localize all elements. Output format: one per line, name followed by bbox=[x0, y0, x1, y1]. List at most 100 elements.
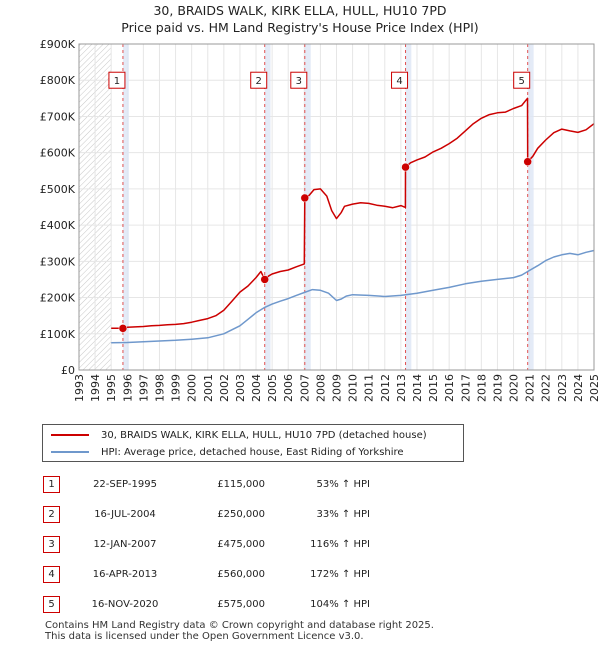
x-tick-label: 2009 bbox=[331, 374, 344, 402]
sale-point bbox=[523, 157, 532, 166]
sale-row-3: 3 12-JAN-2007 £475,000 116% ↑ HPI bbox=[0, 536, 600, 556]
sale-price: £575,000 bbox=[217, 599, 265, 610]
x-tick-label: 1994 bbox=[89, 374, 102, 402]
sale-row-4: 4 16-APR-2013 £560,000 172% ↑ HPI bbox=[0, 566, 600, 586]
y-tick-label: £600K bbox=[40, 147, 76, 160]
legend-item-property: 30, BRAIDS WALK, KIRK ELLA, HULL, HU10 7… bbox=[51, 427, 427, 443]
sale-point bbox=[300, 193, 310, 203]
x-tick-label: 2024 bbox=[572, 374, 585, 402]
sale-number-badge: 3 bbox=[43, 536, 60, 553]
x-tick-label: 2013 bbox=[395, 374, 408, 402]
sale-band bbox=[264, 44, 271, 370]
sale-row-5: 5 16-NOV-2020 £575,000 104% ↑ HPI bbox=[0, 596, 600, 616]
x-tick-label: 2006 bbox=[282, 374, 295, 402]
x-tick-label: 1997 bbox=[137, 374, 150, 402]
x-tick-label: 2012 bbox=[379, 374, 392, 402]
sale-band bbox=[405, 44, 412, 370]
sale-label-box bbox=[108, 71, 126, 89]
x-tick-label: 2001 bbox=[202, 374, 215, 402]
sale-price: £475,000 bbox=[217, 539, 265, 550]
y-tick-label: £900K bbox=[40, 38, 76, 51]
x-tick-label: 2008 bbox=[314, 374, 327, 402]
sale-date: 22-SEP-1995 bbox=[93, 479, 157, 490]
sale-band bbox=[122, 44, 129, 370]
sale-row-1: 1 22-SEP-1995 £115,000 53% ↑ HPI bbox=[0, 476, 600, 496]
x-tick-label: 2003 bbox=[234, 374, 247, 402]
sale-band bbox=[304, 44, 311, 370]
x-tick-label: 2002 bbox=[218, 374, 231, 402]
x-tick-label: 2019 bbox=[491, 374, 504, 402]
y-tick-label: £700K bbox=[40, 110, 76, 123]
y-tick-label: £0 bbox=[61, 364, 75, 377]
sale-date: 12-JAN-2007 bbox=[93, 539, 157, 550]
sale-label-box bbox=[250, 71, 268, 89]
sale-hpi-change: 53% ↑ HPI bbox=[316, 479, 370, 490]
sale-hpi-change: 116% ↑ HPI bbox=[310, 539, 370, 550]
price-chart: 1 2 3 4 5 £0 £100K £200K £300K £400K £500K £600K £7… bbox=[40, 38, 600, 402]
sale-hpi-change: 172% ↑ HPI bbox=[310, 569, 370, 580]
x-tick-label: 2014 bbox=[411, 374, 424, 402]
legend-swatch-property bbox=[51, 434, 89, 436]
sale-point bbox=[260, 275, 269, 284]
x-tick-label: 2007 bbox=[298, 374, 311, 402]
x-tick-label: 2016 bbox=[443, 374, 456, 402]
sale-label-number: 3 bbox=[296, 76, 302, 87]
footer-copyright: Contains HM Land Registry data © Crown c… bbox=[45, 620, 434, 631]
sale-label-number: 5 bbox=[519, 76, 525, 87]
sale-number-badge: 1 bbox=[43, 476, 60, 493]
x-tick-label: 1999 bbox=[170, 374, 183, 402]
legend-label-property: 30, BRAIDS WALK, KIRK ELLA, HULL, HU10 7… bbox=[101, 429, 427, 441]
property-price-line bbox=[111, 97, 595, 330]
sale-price: £560,000 bbox=[217, 569, 265, 580]
sale-date: 16-NOV-2020 bbox=[91, 599, 159, 610]
sale-label-box bbox=[391, 71, 409, 89]
sale-label-number: 4 bbox=[396, 76, 402, 87]
x-tick-label: 2025 bbox=[588, 374, 600, 402]
x-tick-label: 2017 bbox=[459, 374, 472, 402]
y-tick-label: £100K bbox=[40, 328, 76, 341]
plot-frame bbox=[78, 43, 595, 371]
footer: Contains HM Land Registry data © Crown c… bbox=[45, 620, 434, 642]
footer-licence: This data is licensed under the Open Gov… bbox=[45, 631, 364, 642]
x-tick-label: 2011 bbox=[363, 374, 376, 402]
y-tick-label: £400K bbox=[40, 219, 76, 232]
hpi-line bbox=[111, 249, 595, 344]
x-tick-label: 1998 bbox=[153, 374, 166, 402]
title-line-2: Price paid vs. HM Land Registry's House … bbox=[121, 20, 479, 35]
x-tick-label: 1995 bbox=[105, 374, 118, 402]
y-tick-label: £800K bbox=[40, 74, 76, 87]
x-tick-label: 2000 bbox=[186, 374, 199, 402]
legend-label-hpi: HPI: Average price, detached house, East… bbox=[101, 446, 404, 458]
x-tick-label: 2005 bbox=[266, 374, 279, 402]
chart-title: 30, BRAIDS WALK, KIRK ELLA, HULL, HU10 7… bbox=[0, 2, 600, 36]
sale-hpi-change: 33% ↑ HPI bbox=[316, 509, 370, 520]
sale-date: 16-APR-2013 bbox=[92, 569, 158, 580]
sale-number-badge: 5 bbox=[43, 596, 60, 613]
x-tick-label: 2022 bbox=[540, 374, 553, 402]
title-line-1: 30, BRAIDS WALK, KIRK ELLA, HULL, HU10 7… bbox=[153, 3, 447, 18]
sale-band bbox=[527, 44, 534, 370]
sale-label-box bbox=[290, 71, 308, 89]
legend: 30, BRAIDS WALK, KIRK ELLA, HULL, HU10 7… bbox=[42, 424, 464, 462]
sale-label-number: 2 bbox=[256, 76, 262, 87]
y-tick-label: £500K bbox=[40, 183, 76, 196]
sale-point bbox=[401, 162, 410, 172]
legend-swatch-hpi bbox=[51, 451, 89, 453]
sale-row-2: 2 16-JUL-2004 £250,000 33% ↑ HPI bbox=[0, 506, 600, 526]
y-tick-label: £300K bbox=[40, 255, 76, 268]
x-tick-label: 2021 bbox=[524, 374, 537, 402]
sale-price: £115,000 bbox=[217, 479, 265, 490]
y-tick-label: £200K bbox=[40, 292, 76, 305]
sale-date: 16-JUL-2004 bbox=[94, 509, 156, 520]
x-tick-label: 1996 bbox=[121, 374, 134, 402]
sale-point bbox=[118, 324, 128, 333]
sale-hpi-change: 104% ↑ HPI bbox=[310, 599, 370, 610]
sale-number-badge: 4 bbox=[43, 566, 60, 583]
x-tick-label: 2023 bbox=[556, 374, 569, 402]
x-tick-label: 2010 bbox=[347, 374, 360, 402]
x-tick-label: 2015 bbox=[427, 374, 440, 402]
sale-number-badge: 2 bbox=[43, 506, 60, 523]
sale-price: £250,000 bbox=[217, 509, 265, 520]
x-tick-label: 2020 bbox=[508, 374, 521, 402]
x-tick-label: 2018 bbox=[475, 374, 488, 402]
